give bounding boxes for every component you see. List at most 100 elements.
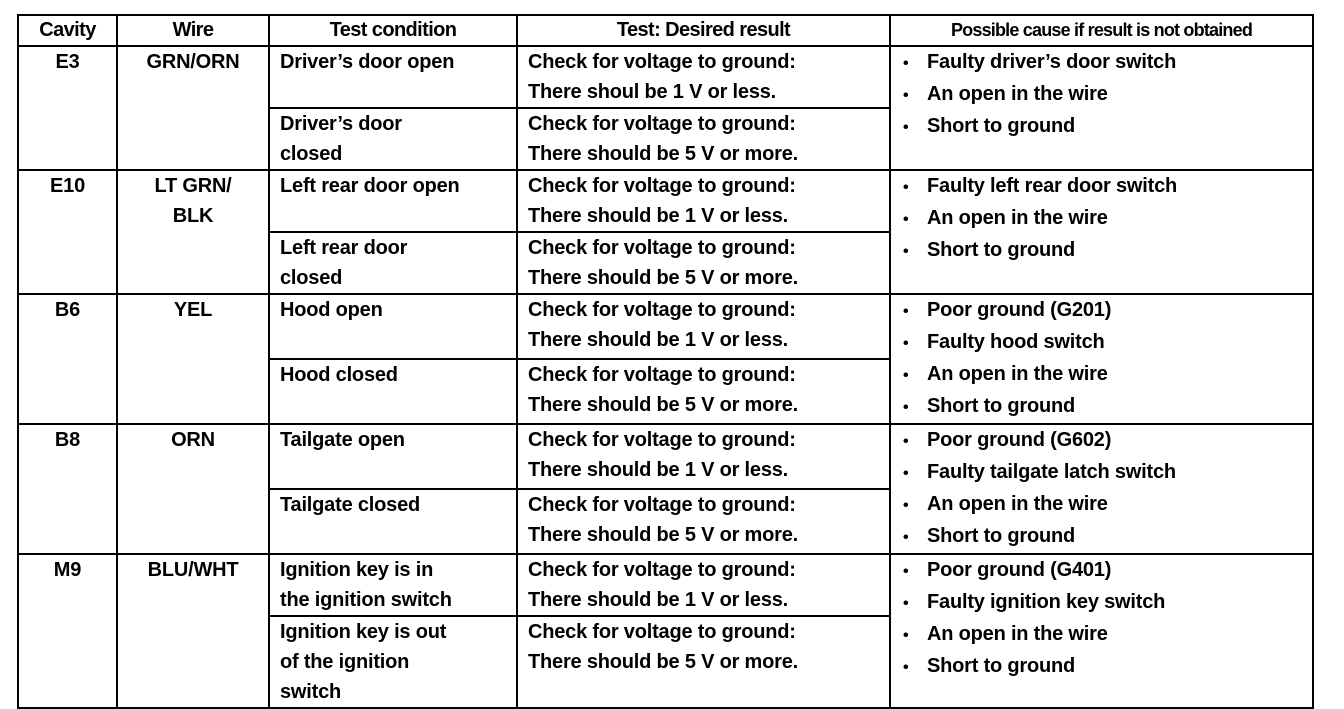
cause-item: Faulty hood switch (901, 327, 1312, 359)
cavity-cell: B8 (17, 423, 118, 554)
cavity-cell: E3 (17, 45, 118, 170)
cavity-value: E3 (55, 51, 80, 73)
result-line: Check for voltage to ground: (528, 429, 796, 451)
wire-value: BLK (172, 205, 214, 227)
result-line: There should be 1 V or less. (528, 589, 789, 611)
wire-cell: YEL (116, 293, 270, 424)
cause-item: Poor ground (G201) (901, 295, 1312, 327)
test-condition-cell: Left rear door open (268, 169, 518, 232)
test-condition-cell: Left rear door closed (268, 231, 518, 294)
cavity-value: B8 (54, 429, 81, 451)
cause-item: Short to ground (901, 651, 1312, 683)
table-body: E3 GRN/ORN Driver’s door open Check for vol… (17, 45, 1314, 708)
condition-line: switch (280, 681, 342, 703)
wire-value: GRN/ORN (146, 51, 240, 73)
cause-item: Short to ground (901, 111, 1312, 143)
desired-result-cell: Check for voltage to ground: There should… (516, 358, 891, 424)
table-row: Hood closed Check for voltage to ground: T… (18, 358, 1313, 424)
cavity-cell: B6 (17, 293, 118, 424)
desired-result-cell: Check for voltage to ground: There should… (516, 107, 891, 170)
table-row: Driver’s door closed Check for voltage to … (18, 107, 1313, 170)
test-condition-cell: Hood open (268, 293, 518, 359)
cause-item: An open in the wire (901, 203, 1312, 235)
cause-item: Short to ground (901, 235, 1312, 267)
header-cavity: Cavity (17, 15, 118, 47)
condition-line: Ignition key is in (280, 559, 434, 581)
result-line: There should be 5 V or more. (528, 651, 799, 673)
condition-line: Left rear door (280, 237, 408, 259)
cause-item: Faulty tailgate latch switch (901, 457, 1312, 489)
cause-item: Short to ground (901, 391, 1312, 423)
cause-item: An open in the wire (901, 79, 1312, 111)
header-test-condition: Test condition (268, 15, 518, 47)
wire-cell: GRN/ORN (116, 45, 270, 170)
test-condition-cell: Driver’s door closed (268, 107, 518, 170)
condition-line: Driver’s door open (280, 51, 455, 73)
wire-cell: BLU/WHT (116, 553, 270, 708)
desired-result-cell: Check for voltage to ground: There should… (516, 169, 891, 232)
condition-line: Tailgate closed (280, 494, 421, 516)
result-line: There should be 5 V or more. (528, 524, 799, 546)
desired-result-cell: Check for voltage to ground: There should… (516, 293, 891, 359)
result-line: There shoul be 1 V or less. (528, 81, 777, 103)
condition-line: closed (280, 267, 343, 289)
wire-value: ORN (171, 429, 215, 451)
wire-value: LT GRN/ (154, 175, 232, 197)
test-condition-cell: Driver’s door open (268, 45, 518, 108)
switch-test-table: Cavity Wire Test condition Test: Desired… (17, 14, 1314, 709)
desired-result-cell: Check for voltage to ground: There shoul … (516, 45, 891, 108)
cause-item: An open in the wire (901, 359, 1312, 391)
cavity-value: B6 (54, 299, 81, 321)
possible-cause-cell: Poor ground (G401)Faulty ignition key sw… (889, 553, 1314, 708)
desired-result-cell: Check for voltage to ground: There should… (516, 553, 891, 616)
cause-item: Short to ground (901, 521, 1312, 553)
result-line: Check for voltage to ground: (528, 494, 796, 516)
table-row: Left rear door closed Check for voltage to… (18, 231, 1313, 294)
test-condition-cell: Ignition key is in the ignition switch (268, 553, 518, 616)
cavity-value: E10 (50, 175, 85, 197)
test-condition-cell: Ignition key is out of the ignition switch (268, 615, 518, 708)
cause-item: Faulty left rear door switch (901, 171, 1312, 203)
header-row: Cavity Wire Test condition Test: Desired… (17, 15, 1314, 47)
condition-line: the ignition switch (280, 589, 452, 611)
cause-item: Faulty ignition key switch (901, 587, 1312, 619)
result-line: Check for voltage to ground: (528, 51, 796, 73)
header-possible-cause: Possible cause if result is not obtained (889, 15, 1314, 47)
condition-line: Hood open (280, 299, 383, 321)
table-row: Tailgate closed Check for voltage to grou… (18, 488, 1313, 554)
test-condition-cell: Hood closed (268, 358, 518, 424)
desired-result-cell: Check for voltage to ground: There should… (516, 423, 891, 489)
possible-cause-cell: Faulty driver’s door switchAn open in th… (889, 45, 1314, 170)
condition-line: closed (280, 143, 343, 165)
table-row: M9 BLU/WHT Ignition key is in the ignition … (17, 553, 1314, 708)
wire-cell: LT GRN/BLK (116, 169, 270, 294)
result-line: Check for voltage to ground: (528, 113, 796, 135)
cavity-value: M9 (53, 559, 82, 581)
result-line: There should be 1 V or less. (528, 205, 789, 227)
wire-cell: ORN (116, 423, 270, 554)
cavity-cell: E10 (17, 169, 118, 294)
header-desired-result: Test: Desired result (516, 15, 891, 47)
header-wire: Wire (116, 15, 270, 47)
condition-line: Ignition key is out (280, 621, 447, 643)
condition-line: Hood closed (280, 364, 398, 386)
wire-value: BLU/WHT (147, 559, 239, 581)
possible-cause-cell: Poor ground (G201)Faulty hood switchAn o… (889, 293, 1314, 424)
cause-item: Poor ground (G602) (901, 425, 1312, 457)
result-line: There should be 5 V or more. (528, 394, 799, 416)
table-row: Ignition key is out of the ignition switch… (18, 615, 1313, 708)
result-line: There should be 5 V or more. (528, 143, 799, 165)
result-line: Check for voltage to ground: (528, 237, 796, 259)
result-line: There should be 1 V or less. (528, 459, 789, 481)
condition-line: of the ignition (280, 651, 410, 673)
result-line: There should be 5 V or more. (528, 267, 799, 289)
result-line: Check for voltage to ground: (528, 559, 796, 581)
condition-line: Tailgate open (280, 429, 405, 451)
possible-cause-cell: Faulty left rear door switchAn open in t… (889, 169, 1314, 294)
test-condition-cell: Tailgate closed (268, 488, 518, 554)
wire-value: YEL (173, 299, 213, 321)
cause-item: An open in the wire (901, 619, 1312, 651)
condition-line: Driver’s door (280, 113, 402, 135)
table-row: E10 LT GRN/BLK Left rear door open Check fo… (17, 169, 1314, 294)
desired-result-cell: Check for voltage to ground: There should… (516, 488, 891, 554)
